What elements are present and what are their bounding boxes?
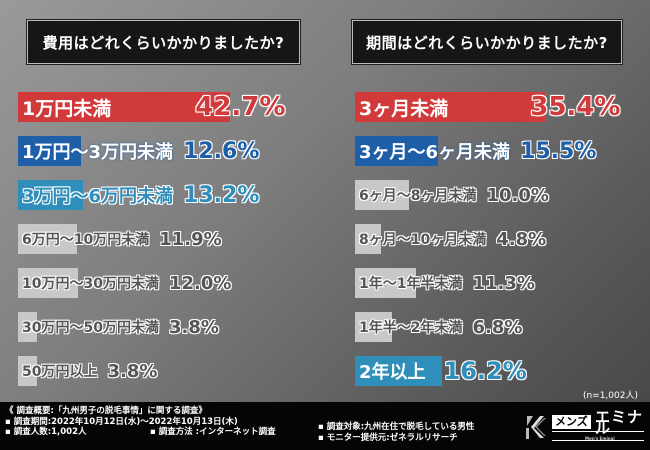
survey-count: ▪ 調査人数:1,002人 — [5, 427, 87, 437]
bar-row: 3万円〜6万円未満 13.2% — [0, 180, 325, 224]
bar-row: 2年以上 16.2% — [325, 356, 650, 400]
bar — [355, 136, 438, 166]
bar — [18, 268, 78, 298]
bar-value: 13.2% — [183, 182, 260, 208]
bar-label: 1年〜1年半未満 — [359, 276, 463, 292]
survey-method: ▪ 調査方法 :インターネット調査 — [150, 427, 276, 437]
bar-row: 6万円〜10万円未満 11.9% — [0, 224, 325, 268]
bar-label: 1万円未満 — [22, 97, 112, 120]
survey-period: ▪ 調査期間:2022年10月12日(水)〜2022年10月13日(木) — [5, 416, 238, 427]
brand-mark-icon — [526, 416, 546, 439]
bar — [18, 92, 230, 122]
survey-provider: ▪ モニター提供元:ゼネラルリサーチ — [318, 432, 458, 443]
cost-chart-panel: 費用はどれくらいかかりましたか? 1万円未満 42.7% 1万円〜3万円未満 12.… — [0, 0, 325, 400]
bar-value: 12.6% — [183, 138, 260, 164]
bar-row: 1万円未満 42.7% — [0, 92, 325, 136]
bar-value: 35.4% — [530, 92, 621, 122]
bar — [18, 180, 83, 210]
bar-row: 1年〜1年半未満 11.3% — [325, 268, 650, 312]
brand-divider — [552, 431, 644, 432]
bar-value: 16.2% — [443, 357, 527, 385]
bar-value: 4.8% — [496, 228, 547, 250]
bar-value: 11.3% — [472, 272, 535, 294]
bar — [355, 356, 442, 386]
bar-row: 3ヶ月〜6ヶ月未満 15.5% — [325, 136, 650, 180]
brand-box-text: メンズ — [552, 415, 591, 429]
sample-size-note: (n=1,002人) — [582, 391, 638, 401]
brand-divider — [552, 440, 644, 441]
bar-label: 3万円〜6万円未満 — [22, 186, 174, 207]
duration-chart-title: 期間はどれくらいかかりましたか? — [351, 19, 623, 65]
bar-label: 2年以上 — [359, 362, 426, 383]
survey-target: ▪ 調査対象:九州在住で脱毛している男性 — [318, 422, 475, 432]
bar-row: 3ヶ月未満 35.4% — [325, 92, 650, 136]
bar-label: 1万円〜3万円未満 — [22, 142, 174, 163]
bar — [355, 312, 392, 342]
cost-chart-bars: 1万円未満 42.7% 1万円〜3万円未満 12.6% 3万円〜6万円未満 13.2%… — [0, 92, 325, 400]
bar-row: 6ヶ月〜8ヶ月未満 10.0% — [325, 180, 650, 224]
bar — [355, 92, 545, 122]
bar-row: 10万円〜30万円未満 12.0% — [0, 268, 325, 312]
bar-value: 10.0% — [486, 184, 549, 206]
bar-label: 6万円〜10万円未満 — [22, 232, 150, 248]
duration-chart-panel: 期間はどれくらいかかりましたか? 3ヶ月未満 35.4% 3ヶ月〜6ヶ月未満 15.… — [325, 0, 650, 400]
brand-sub: Men's Eminal — [585, 436, 615, 441]
bar-row: 1万円〜3万円未満 12.6% — [0, 136, 325, 180]
brand-logo: メンズ エミナル Men's Eminal — [525, 410, 645, 444]
bar — [355, 180, 409, 210]
bar — [18, 136, 81, 166]
bar — [18, 356, 37, 386]
bar-row: 8ヶ月〜10ヶ月未満 4.8% — [325, 224, 650, 268]
bar-label: 1年半〜2年未満 — [359, 320, 463, 336]
bar-label: 6ヶ月〜8ヶ月未満 — [359, 188, 477, 204]
bar-label: 30万円〜50万円未満 — [22, 320, 159, 336]
duration-chart-bars: 3ヶ月未満 35.4% 3ヶ月〜6ヶ月未満 15.5% 6ヶ月〜8ヶ月未満 10.0%… — [325, 92, 650, 400]
bar-value: 11.9% — [159, 228, 222, 250]
bar — [18, 224, 77, 254]
bar-label: 8ヶ月〜10ヶ月未満 — [359, 232, 487, 248]
bar-row: 1年半〜2年未満 6.8% — [325, 312, 650, 356]
bar-value: 15.5% — [520, 138, 597, 164]
survey-heading: 《 調査概要:「九州男子の脱毛事情」に関する調査》 — [5, 406, 207, 416]
bar-label: 3ヶ月〜6ヶ月未満 — [359, 142, 511, 163]
bar-value: 6.8% — [472, 316, 523, 338]
bar — [355, 224, 381, 254]
brand-name: エミナル — [595, 408, 644, 437]
bar-label: 10万円〜30万円未満 — [22, 276, 159, 292]
bar-value: 42.7% — [195, 92, 286, 122]
bar-row: 50万円以上 3.8% — [0, 356, 325, 400]
bar-row: 30万円〜50万円未満 3.8% — [0, 312, 325, 356]
bar-label: 3ヶ月未満 — [359, 97, 449, 120]
bar-value: 3.8% — [168, 316, 219, 338]
survey-footer: 《 調査概要:「九州男子の脱毛事情」に関する調査》 ▪ 調査期間:2022年10… — [0, 402, 650, 450]
bar-value: 3.8% — [107, 360, 158, 382]
bar-value: 12.0% — [168, 272, 232, 294]
cost-chart-title: 費用はどれくらいかかりましたか? — [26, 19, 301, 65]
bar — [18, 312, 37, 342]
bar — [355, 268, 416, 298]
bar-label: 50万円以上 — [22, 364, 98, 380]
